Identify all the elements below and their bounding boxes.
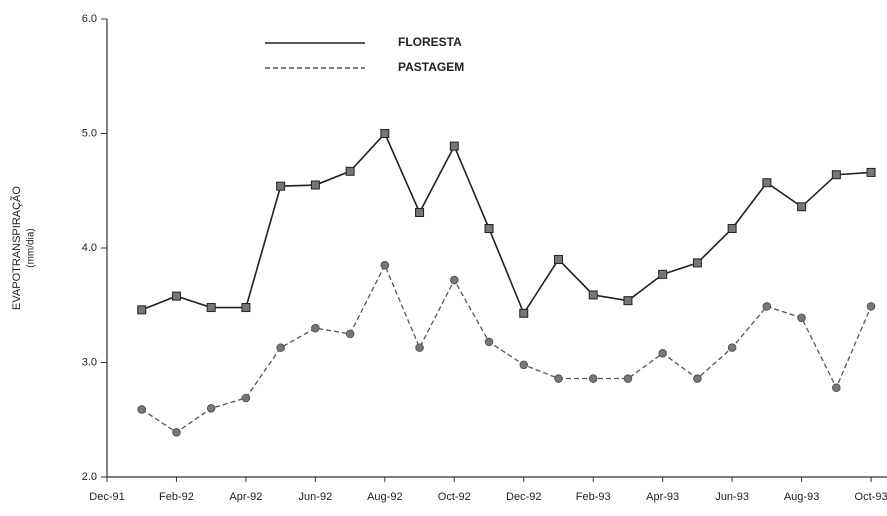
point-marker [762, 178, 772, 188]
y-tick-label: 5.0 [82, 127, 97, 139]
x-tick-label: Feb-93 [576, 491, 611, 503]
point-marker [553, 254, 563, 264]
point-marker [519, 308, 529, 318]
point-marker [658, 269, 668, 279]
point-marker [727, 224, 737, 234]
point-marker [311, 323, 320, 333]
point-marker [415, 343, 424, 352]
y-tick-label: 3.0 [82, 356, 97, 368]
point-marker [172, 428, 181, 437]
point-marker [797, 202, 807, 212]
x-tick-label: Dec-91 [89, 491, 124, 503]
point-marker [623, 374, 633, 383]
point-marker [137, 305, 147, 315]
y-axis-unit: (mm/dia) [26, 228, 37, 267]
x-tick-label: Apr-93 [646, 491, 679, 503]
point-marker [588, 374, 598, 383]
point-marker [588, 290, 598, 300]
series-line [141, 132, 872, 315]
point-marker [623, 296, 633, 306]
point-marker [206, 404, 216, 413]
y-axis-label: EVAPOTRANSPIRAÇÃO [10, 186, 23, 310]
point-marker [484, 224, 494, 234]
legend-text: FLORESTA [398, 35, 462, 49]
point-marker [762, 302, 772, 311]
point-marker [832, 383, 841, 392]
point-marker [415, 208, 425, 218]
x-tick-label: Aug-92 [367, 491, 402, 503]
point-marker [692, 258, 702, 268]
point-marker [693, 374, 702, 383]
x-tick-label: Jun-93 [715, 491, 749, 503]
point-marker [380, 129, 390, 138]
y-tick-label: 6.0 [82, 13, 97, 25]
point-marker [137, 405, 147, 414]
point-marker [519, 360, 529, 370]
point-marker [380, 260, 390, 270]
point-marker [276, 343, 285, 352]
point-marker [171, 291, 181, 301]
point-marker [727, 343, 737, 352]
legend-text: PASTAGEM [398, 60, 464, 74]
point-marker [797, 313, 806, 323]
x-tick-label: Oct-93 [855, 491, 887, 503]
point-marker [241, 393, 251, 403]
point-marker [484, 337, 494, 347]
x-tick-label: Jun-92 [299, 491, 333, 503]
point-marker [276, 181, 286, 191]
point-marker [345, 329, 355, 339]
y-tick-label: 4.0 [82, 242, 97, 254]
x-tick-label: Oct-92 [438, 491, 471, 503]
point-marker [831, 170, 841, 180]
x-tick-label: Feb-92 [159, 491, 194, 503]
y-tick-label: 2.0 [82, 471, 97, 483]
point-marker [345, 166, 355, 176]
point-marker [241, 303, 251, 313]
point-marker [449, 141, 459, 151]
point-marker [866, 167, 876, 177]
point-marker [450, 275, 459, 285]
point-marker [866, 302, 876, 311]
x-tick-label: Dec-92 [506, 491, 541, 503]
point-marker [658, 349, 667, 358]
point-marker [310, 180, 320, 190]
x-tick-label: Apr-92 [229, 491, 262, 503]
point-marker [554, 374, 563, 383]
point-marker [206, 303, 216, 313]
x-tick-label: Aug-93 [784, 491, 819, 503]
